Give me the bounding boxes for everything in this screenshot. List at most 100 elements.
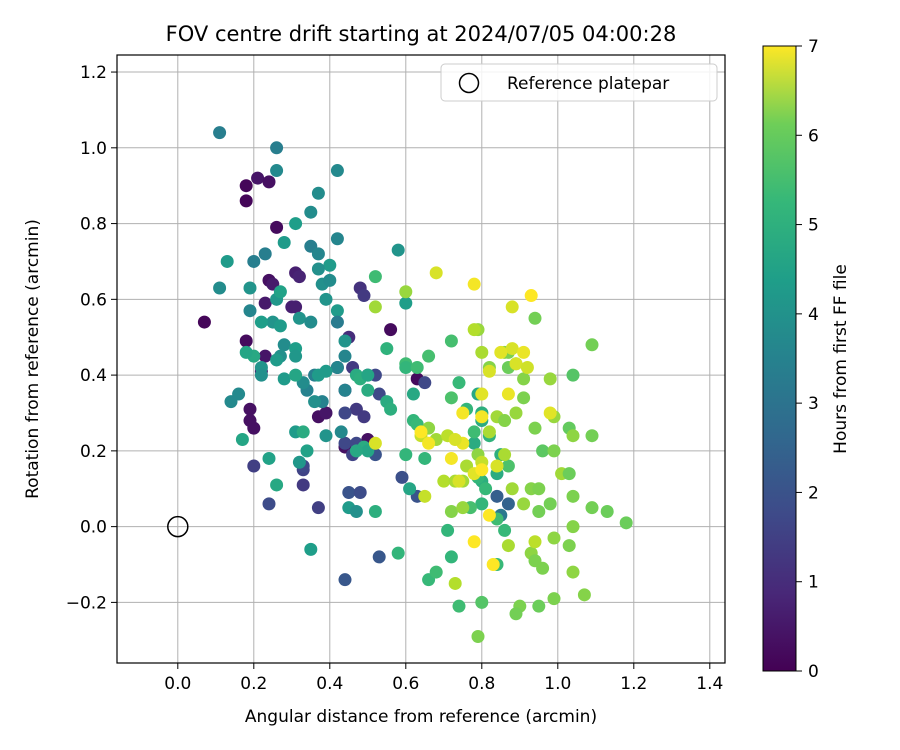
- x-axis-ticks: 0.0 0.2 0.4 0.6 0.8 1.0 1.2 1.4: [164, 663, 723, 694]
- colorbar-label: Hours from first FF file: [831, 264, 851, 454]
- data-point: [319, 406, 333, 420]
- data-point: [277, 338, 291, 352]
- data-point: [475, 497, 489, 511]
- data-point: [467, 277, 481, 291]
- data-point: [349, 444, 363, 458]
- legend-entry-reference: Reference platepar: [507, 74, 669, 94]
- data-point: [429, 266, 443, 280]
- data-point: [520, 361, 534, 375]
- data-point: [482, 508, 496, 522]
- data-point: [399, 448, 413, 462]
- data-point: [528, 421, 542, 435]
- data-point: [296, 478, 310, 492]
- data-point: [323, 258, 337, 272]
- data-point: [304, 205, 318, 219]
- data-point: [406, 387, 420, 401]
- data-point: [505, 300, 519, 314]
- x-tick-label: 0.2: [240, 674, 267, 694]
- data-point: [471, 629, 485, 643]
- x-axis-label: Angular distance from reference (arcmin): [245, 707, 597, 727]
- y-axis-label: Rotation from reference (arcmin): [23, 219, 43, 499]
- data-point: [585, 429, 599, 443]
- data-point: [482, 364, 496, 378]
- data-point: [368, 436, 382, 450]
- data-point: [361, 383, 375, 397]
- data-point: [467, 535, 481, 549]
- data-point: [509, 406, 523, 420]
- data-point: [456, 501, 470, 515]
- data-point: [258, 247, 272, 261]
- data-point: [410, 361, 424, 375]
- data-point: [258, 349, 272, 363]
- data-point: [532, 504, 546, 518]
- data-point: [380, 342, 394, 356]
- data-point: [543, 372, 557, 386]
- data-point: [235, 432, 249, 446]
- data-point: [517, 391, 531, 405]
- data-point: [532, 482, 546, 496]
- data-point: [239, 179, 253, 193]
- data-point: [311, 501, 325, 515]
- colorbar-tick-label: 2: [808, 483, 819, 503]
- colorbar-gradient: [762, 45, 797, 672]
- data-point: [566, 565, 580, 579]
- data-point: [452, 376, 466, 390]
- data-point: [273, 285, 287, 299]
- data-point: [566, 368, 580, 382]
- colorbar-tick-label: 6: [808, 126, 819, 146]
- data-point: [437, 474, 451, 488]
- data-point: [330, 232, 344, 246]
- data-point: [292, 270, 306, 284]
- data-point: [414, 425, 428, 439]
- data-point: [368, 504, 382, 518]
- data-point: [338, 334, 352, 348]
- data-point: [270, 478, 284, 492]
- data-point: [311, 186, 325, 200]
- data-point: [501, 539, 515, 553]
- colorbar: 0 1 2 3 4 5 6 7 Hours from first FF file: [762, 37, 851, 682]
- data-point: [475, 345, 489, 359]
- data-point: [338, 383, 352, 397]
- data-point: [338, 573, 352, 587]
- reference-point: [167, 515, 189, 538]
- data-point: [243, 304, 257, 318]
- x-tick-label: 1.4: [696, 674, 723, 694]
- data-point: [490, 489, 504, 503]
- data-point: [505, 342, 519, 356]
- data-point: [547, 592, 561, 606]
- colorbar-tick-label: 4: [808, 305, 819, 325]
- data-point: [444, 550, 458, 564]
- data-point: [482, 425, 496, 439]
- data-point: [429, 565, 443, 579]
- data-point: [270, 353, 284, 367]
- data-point: [501, 459, 515, 473]
- grid: [117, 55, 725, 663]
- x-tick-label: 0.8: [468, 674, 495, 694]
- colorbar-tick-label: 3: [808, 394, 819, 414]
- data-point: [384, 402, 398, 416]
- data-point: [391, 546, 405, 560]
- data-point: [319, 292, 333, 306]
- data-point: [543, 497, 557, 511]
- data-point: [498, 523, 512, 537]
- data-point: [547, 444, 561, 458]
- data-point: [524, 289, 538, 303]
- data-point: [300, 444, 314, 458]
- data-point: [456, 406, 470, 420]
- data-point: [562, 467, 576, 481]
- data-point: [292, 311, 306, 325]
- data-point: [448, 432, 462, 446]
- data-point: [311, 368, 325, 382]
- data-point: [391, 243, 405, 257]
- data-point: [342, 486, 356, 500]
- data-point: [357, 410, 371, 424]
- data-point: [338, 349, 352, 363]
- y-tick-label: 0.0: [80, 518, 107, 538]
- data-point: [304, 315, 318, 329]
- data-point: [395, 470, 409, 484]
- data-point: [505, 482, 519, 496]
- data-point: [304, 542, 318, 556]
- data-point: [213, 281, 227, 295]
- data-point: [422, 436, 436, 450]
- data-point: [517, 345, 531, 359]
